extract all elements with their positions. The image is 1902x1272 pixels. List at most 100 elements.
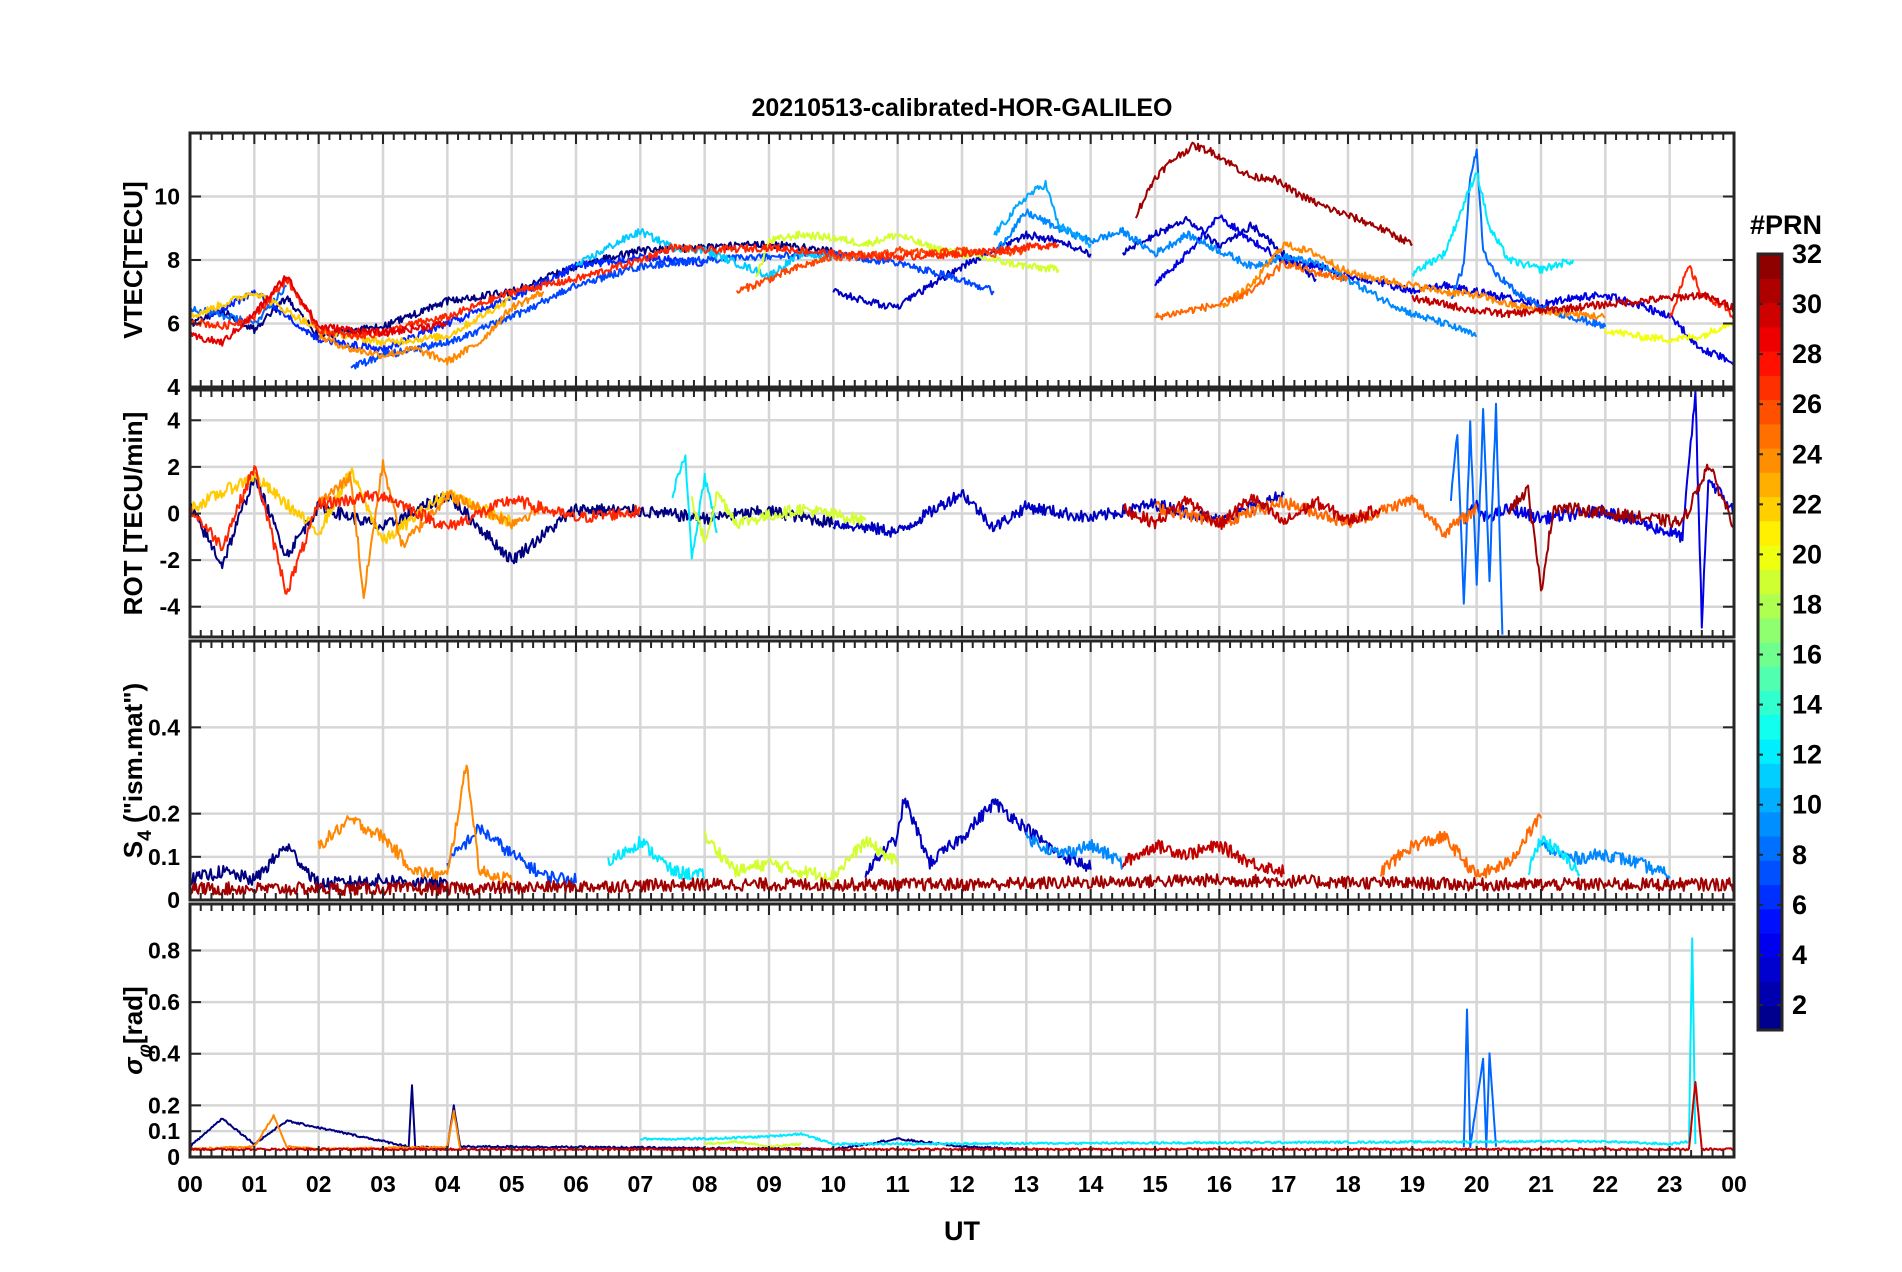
y-tick-label: -4 (160, 594, 181, 620)
series-line-prn-4 (1154, 214, 1734, 366)
panel-s4: 0 0.1 0.2 0.4S4 ("ism.mat") (118, 639, 1736, 913)
colorbar-segment (1758, 520, 1782, 546)
series-line-prn-1 (190, 472, 835, 570)
colorbar-segment (1758, 763, 1782, 789)
y-tick-label: 0.4 (148, 1041, 180, 1067)
series-line-prn-4 (1462, 390, 1734, 629)
series-line-prn-27 (1668, 265, 1734, 319)
colorbar-segment (1758, 593, 1782, 619)
x-tick-label: 08 (692, 1171, 718, 1197)
panel-rot: -4 -2 0 2 4 ROT [TECU/min] (118, 388, 1736, 639)
colorbar-segment (1758, 423, 1782, 449)
colorbar-tick-label: 28 (1792, 339, 1822, 369)
grid (188, 390, 1736, 637)
series-group (190, 764, 1734, 897)
y-axis-label: σφ[rad] (118, 986, 156, 1074)
series-line-prn-10 (993, 179, 1092, 249)
colorbar-segment (1758, 933, 1782, 958)
colorbar-segment (1758, 811, 1782, 837)
colorbar-segment (1758, 278, 1782, 304)
series-line-prn-30 (1122, 493, 1382, 530)
x-tick-label: 16 (1207, 1171, 1233, 1197)
y-tick-label: 0.1 (148, 844, 180, 870)
x-tick-label: 00 (177, 1171, 203, 1197)
y-axis-label: VTEC[TECU] (118, 181, 148, 338)
y-tick-label: 0.2 (148, 1092, 180, 1118)
series-line-prn-19 (690, 491, 867, 544)
y-axis-label: S4 ("ism.mat") (118, 683, 156, 858)
colorbar-segment (1758, 908, 1782, 934)
y-tick-label: 0 (167, 501, 180, 527)
series-line-prn-19 (704, 1139, 802, 1149)
colorbar-segment (1758, 836, 1782, 861)
colorbar-tick-label: 24 (1792, 439, 1822, 469)
axes-frame (188, 639, 1736, 902)
series-line-prn-19 (703, 830, 899, 882)
colorbar-segment (1758, 787, 1782, 813)
series-line-prn-24 (317, 764, 513, 885)
axes-frame (188, 902, 1736, 1159)
y-tick-label: 0.8 (148, 937, 180, 963)
x-tick-label: 07 (628, 1171, 654, 1197)
y-tick-label: 0 (167, 1144, 180, 1170)
x-tick-label: 06 (563, 1171, 589, 1197)
colorbar-label: #PRN (1750, 210, 1822, 240)
x-tick-label: 10 (821, 1171, 847, 1197)
colorbar-tick-label: 26 (1792, 389, 1822, 419)
series-line-prn-24 (318, 290, 545, 366)
series-line-prn-20 (1604, 320, 1734, 344)
series-line-prn-9 (1025, 831, 1124, 870)
series-line-prn-7 (446, 823, 577, 887)
colorbar-segment (1758, 448, 1782, 473)
colorbar-segment (1758, 957, 1782, 983)
colorbar-segment (1758, 617, 1782, 643)
y-tick-label: 0.4 (148, 714, 180, 740)
colorbar-tick-label: 10 (1792, 790, 1822, 820)
series-line-prn-30 (1121, 839, 1285, 878)
series-line-prn-25 (1154, 260, 1349, 321)
colorbar-segment (1758, 860, 1782, 886)
x-tick-label: 20 (1464, 1171, 1490, 1197)
y-tick-label: 8 (167, 247, 180, 273)
series-line-prn-8 (1450, 148, 1607, 329)
y-tick-label: 0.2 (148, 801, 180, 827)
y-tick-label: 6 (167, 311, 180, 337)
colorbar-segment (1758, 496, 1782, 522)
x-tick-label: 22 (1593, 1171, 1619, 1197)
series-line-prn-12 (1411, 172, 1575, 277)
y-tick-label: 0.1 (148, 1118, 180, 1144)
x-axis-tick-labels: 00 01 02 03 04 05 06 07 08 09 10 11 12 13 14 15 16 17 18 19… (177, 1171, 1747, 1197)
colorbar-segment (1758, 254, 1782, 279)
series-line-prn-12 (607, 835, 705, 881)
x-tick-label: 04 (435, 1171, 461, 1197)
colorbar-segment (1758, 666, 1782, 692)
series-line-prn-8 (1449, 402, 1504, 635)
x-tick-label: 21 (1528, 1171, 1554, 1197)
colorbar-tick-label: 18 (1792, 589, 1822, 619)
colorbar-tick-label: 14 (1792, 690, 1822, 720)
colorbar-segment (1758, 326, 1782, 352)
series-line-prn-3 (832, 230, 1092, 310)
x-tick-label: 23 (1657, 1171, 1683, 1197)
x-tick-label: 12 (949, 1171, 975, 1197)
y-tick-label: 4 (167, 407, 180, 433)
series-group (190, 141, 1734, 370)
y-tick-label: 0.6 (148, 989, 180, 1015)
axes-frame (188, 131, 1736, 389)
colorbar-tick-label: 8 (1792, 840, 1807, 870)
colorbar-segment (1758, 375, 1782, 401)
axes-frame (188, 388, 1736, 639)
x-tick-label: 05 (499, 1171, 525, 1197)
colorbar-tick-label: 6 (1792, 890, 1807, 920)
colorbar-segment (1758, 302, 1782, 328)
series-line-prn-27 (190, 241, 1060, 340)
colorbar-segment (1758, 981, 1782, 1007)
colorbar-segment (1758, 472, 1782, 498)
colorbar-frame (1756, 252, 1784, 1032)
series-line-prn-25 (1379, 813, 1542, 879)
x-tick-label: 14 (1078, 1171, 1104, 1197)
colorbar-segment (1758, 545, 1782, 570)
